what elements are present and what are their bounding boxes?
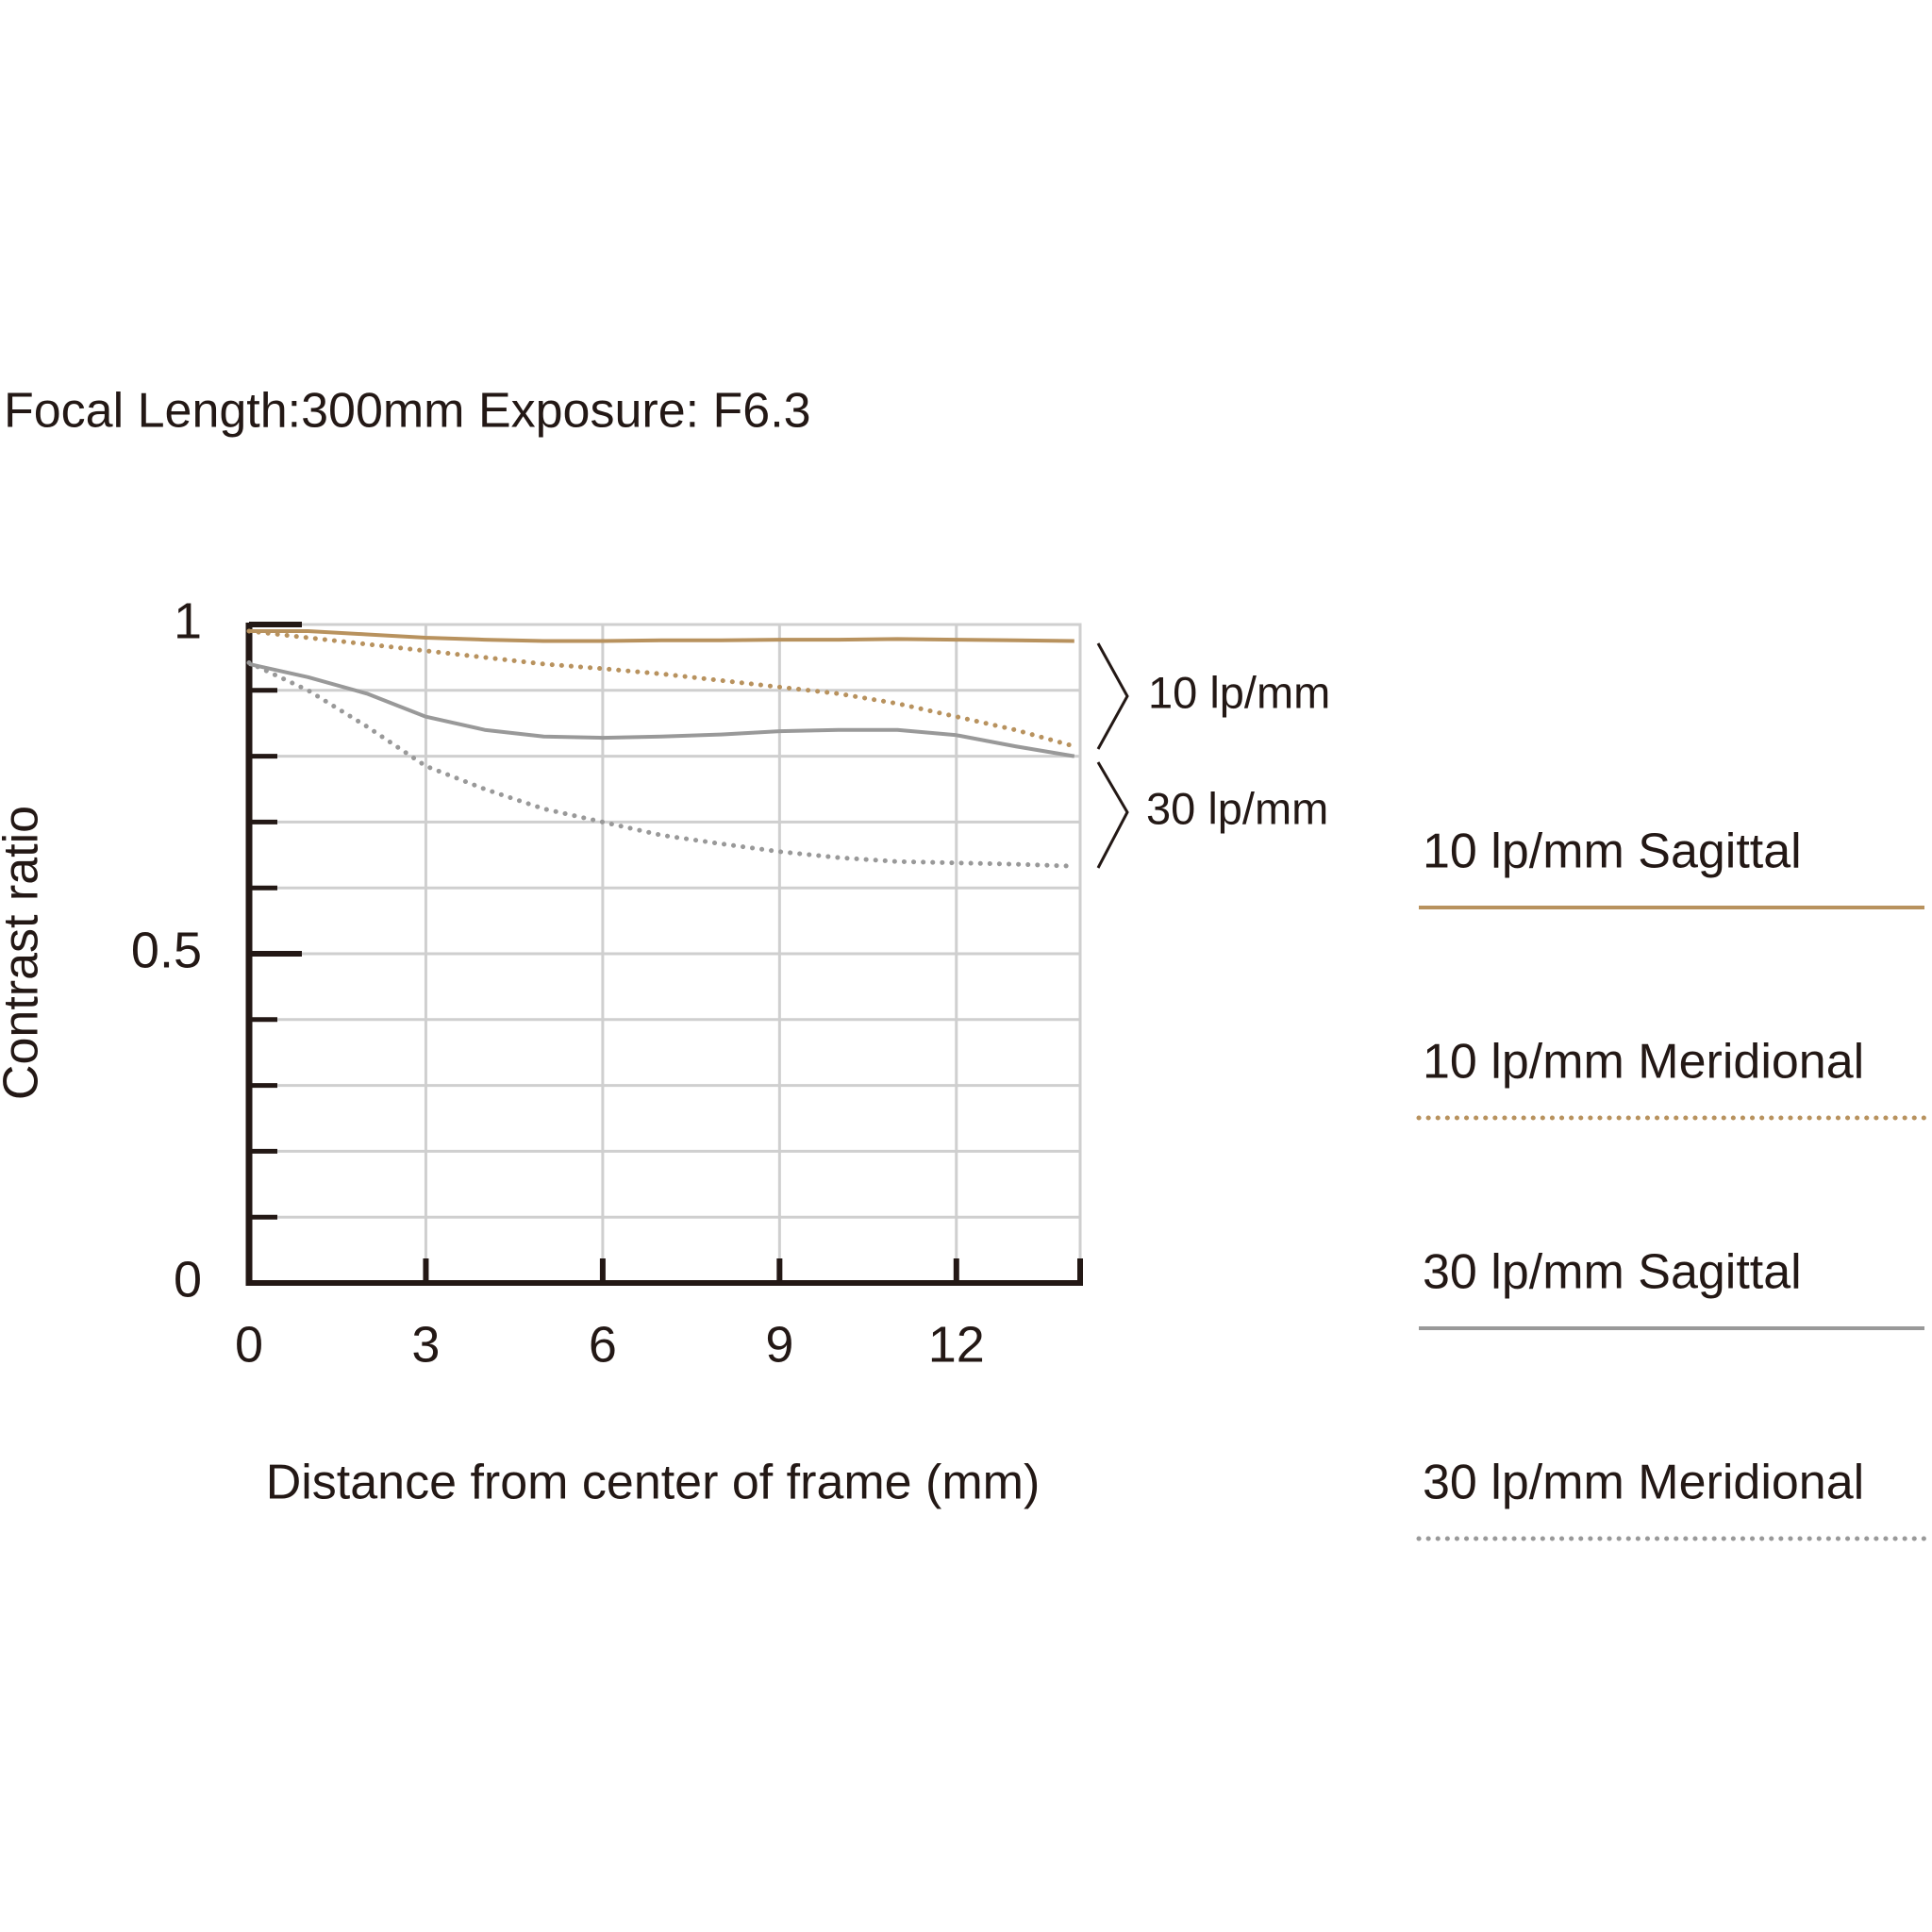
legend-label: 30 lp/mm Meridional [1423,1456,1864,1510]
y-tick-label: 0 [174,1251,202,1307]
series-line [246,628,1077,749]
legend-label: 10 lp/mm Meridional [1423,1035,1864,1090]
x-tick-label: 9 [765,1316,793,1373]
y-tick-label: 1 [174,592,202,649]
chart-title: Focal Length:300mm Exposure: F6.3 [4,384,811,439]
annotation: 30 lp/mm [1146,783,1328,833]
annotation: 10 lp/mm [1148,667,1330,717]
y-axis-label: Contrast ratio [0,806,49,1100]
series-line [248,661,1075,758]
legend-label: 10 lp/mm Sagittal [1423,824,1802,879]
x-axis-label: Distance from center of frame (mm) [266,1456,1041,1510]
x-tick-label: 12 [928,1316,985,1373]
x-tick-label: 0 [235,1316,263,1373]
x-tick-label: 6 [589,1316,617,1373]
x-tick-label: 3 [411,1316,440,1373]
series-line [246,660,1077,869]
series-line [249,629,1074,643]
legend-label: 30 lp/mm Sagittal [1423,1245,1802,1300]
brace [1096,761,1129,869]
brace [1096,642,1129,750]
y-tick-label: 0.5 [131,922,202,978]
